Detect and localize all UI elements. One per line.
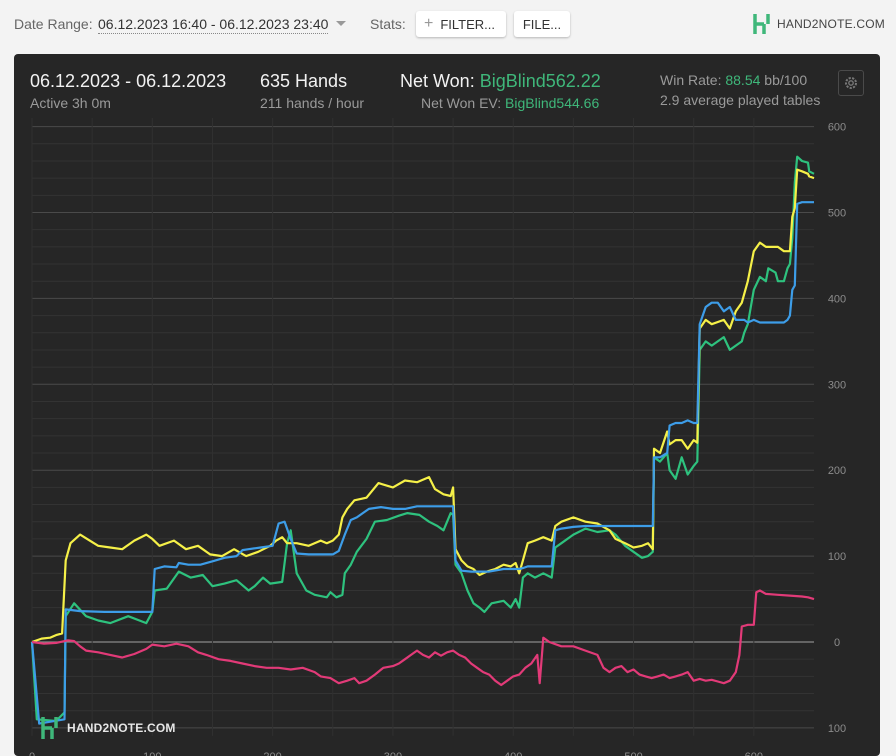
win-rate-value: 88.54 — [725, 72, 761, 88]
net-won-label: Net Won: — [400, 71, 475, 91]
filter-button[interactable]: + FILTER... — [416, 11, 506, 37]
watermark-text: HAND2NOTE.COM — [67, 721, 176, 735]
series-line-non-showdown — [31, 589, 815, 687]
bankroll-chart: 600 500 400 300 200 100 0 100 0 100 200 300 400 500 60… — [29, 118, 846, 756]
win-rate-label: Win Rate: — [660, 72, 722, 88]
gear-icon — [845, 77, 857, 89]
y-tick-label: 200 — [828, 465, 846, 477]
date-range-label: Date Range: — [14, 16, 93, 32]
active-time: Active 3h 0m — [30, 95, 111, 111]
period-text: 06.12.2023 - 06.12.2023 — [30, 71, 227, 91]
y-tick-label: 0 — [834, 637, 840, 649]
x-tick-label: 200 — [263, 751, 281, 756]
chart-tick-labels: 600 500 400 300 200 100 0 100 0 100 200 300 400 500 60… — [29, 122, 846, 756]
x-tick-label: 300 — [384, 751, 402, 756]
net-won-ev: Net Won EV: BigBlind544.66 — [421, 95, 599, 111]
chart-series — [30, 155, 815, 725]
x-tick-label: 0 — [29, 751, 35, 756]
avg-tables: 2.9 average played tables — [660, 92, 821, 108]
chevron-down-icon[interactable] — [336, 21, 346, 26]
y-tick-label: 300 — [828, 379, 846, 391]
file-button[interactable]: FILE... — [514, 11, 570, 37]
series-line-all-in-ev — [31, 168, 815, 644]
plus-icon: + — [424, 15, 434, 32]
y-tick-label: 100 — [828, 551, 846, 563]
hands-count: 635 Hands — [260, 71, 348, 91]
chart-grid — [31, 118, 814, 736]
y-tick-label: 600 — [828, 122, 846, 134]
series-line-net-won — [30, 155, 815, 723]
top-toolbar: Date Range: 06.12.2023 16:40 - 06.12.202… — [0, 0, 896, 50]
watermark-logo-icon — [41, 717, 58, 739]
x-tick-label: 100 — [143, 751, 161, 756]
filter-button-label: FILTER... — [440, 16, 495, 32]
y-tick-label: 400 — [828, 293, 846, 305]
watermark: HAND2NOTE.COM — [40, 716, 176, 740]
logo-text: HAND2NOTE.COM — [777, 17, 885, 31]
win-rate-unit: bb/100 — [764, 72, 808, 88]
net-won-ev-value: BigBlind544.66 — [505, 95, 600, 111]
hand2note-logo: HAND2NOTE.COM — [752, 12, 885, 36]
file-button-label: FILE... — [522, 16, 562, 32]
win-rate: Win Rate: 88.54 bb/100 — [660, 72, 807, 88]
net-won-ev-label: Net Won EV: — [421, 95, 502, 111]
y-tick-label: 100 — [828, 723, 846, 735]
settings-button[interactable] — [838, 70, 864, 96]
series-line-showdown — [30, 201, 814, 725]
stats-label: Stats: — [370, 16, 406, 32]
x-tick-label: 500 — [624, 751, 642, 756]
date-range-picker[interactable]: 06.12.2023 16:40 - 06.12.2023 23:40 — [98, 16, 329, 34]
graph-panel: 06.12.2023 - 06.12.2023 Active 3h 0m 635… — [14, 54, 880, 756]
x-tick-label: 600 — [745, 751, 763, 756]
y-tick-label: 500 — [828, 208, 846, 220]
net-won: Net Won: BigBlind562.22 — [400, 71, 601, 92]
x-tick-label: 400 — [504, 751, 522, 756]
net-won-value: BigBlind562.22 — [479, 71, 601, 91]
logo-icon — [753, 14, 770, 34]
hands-per-hour: 211 hands / hour — [260, 95, 365, 111]
